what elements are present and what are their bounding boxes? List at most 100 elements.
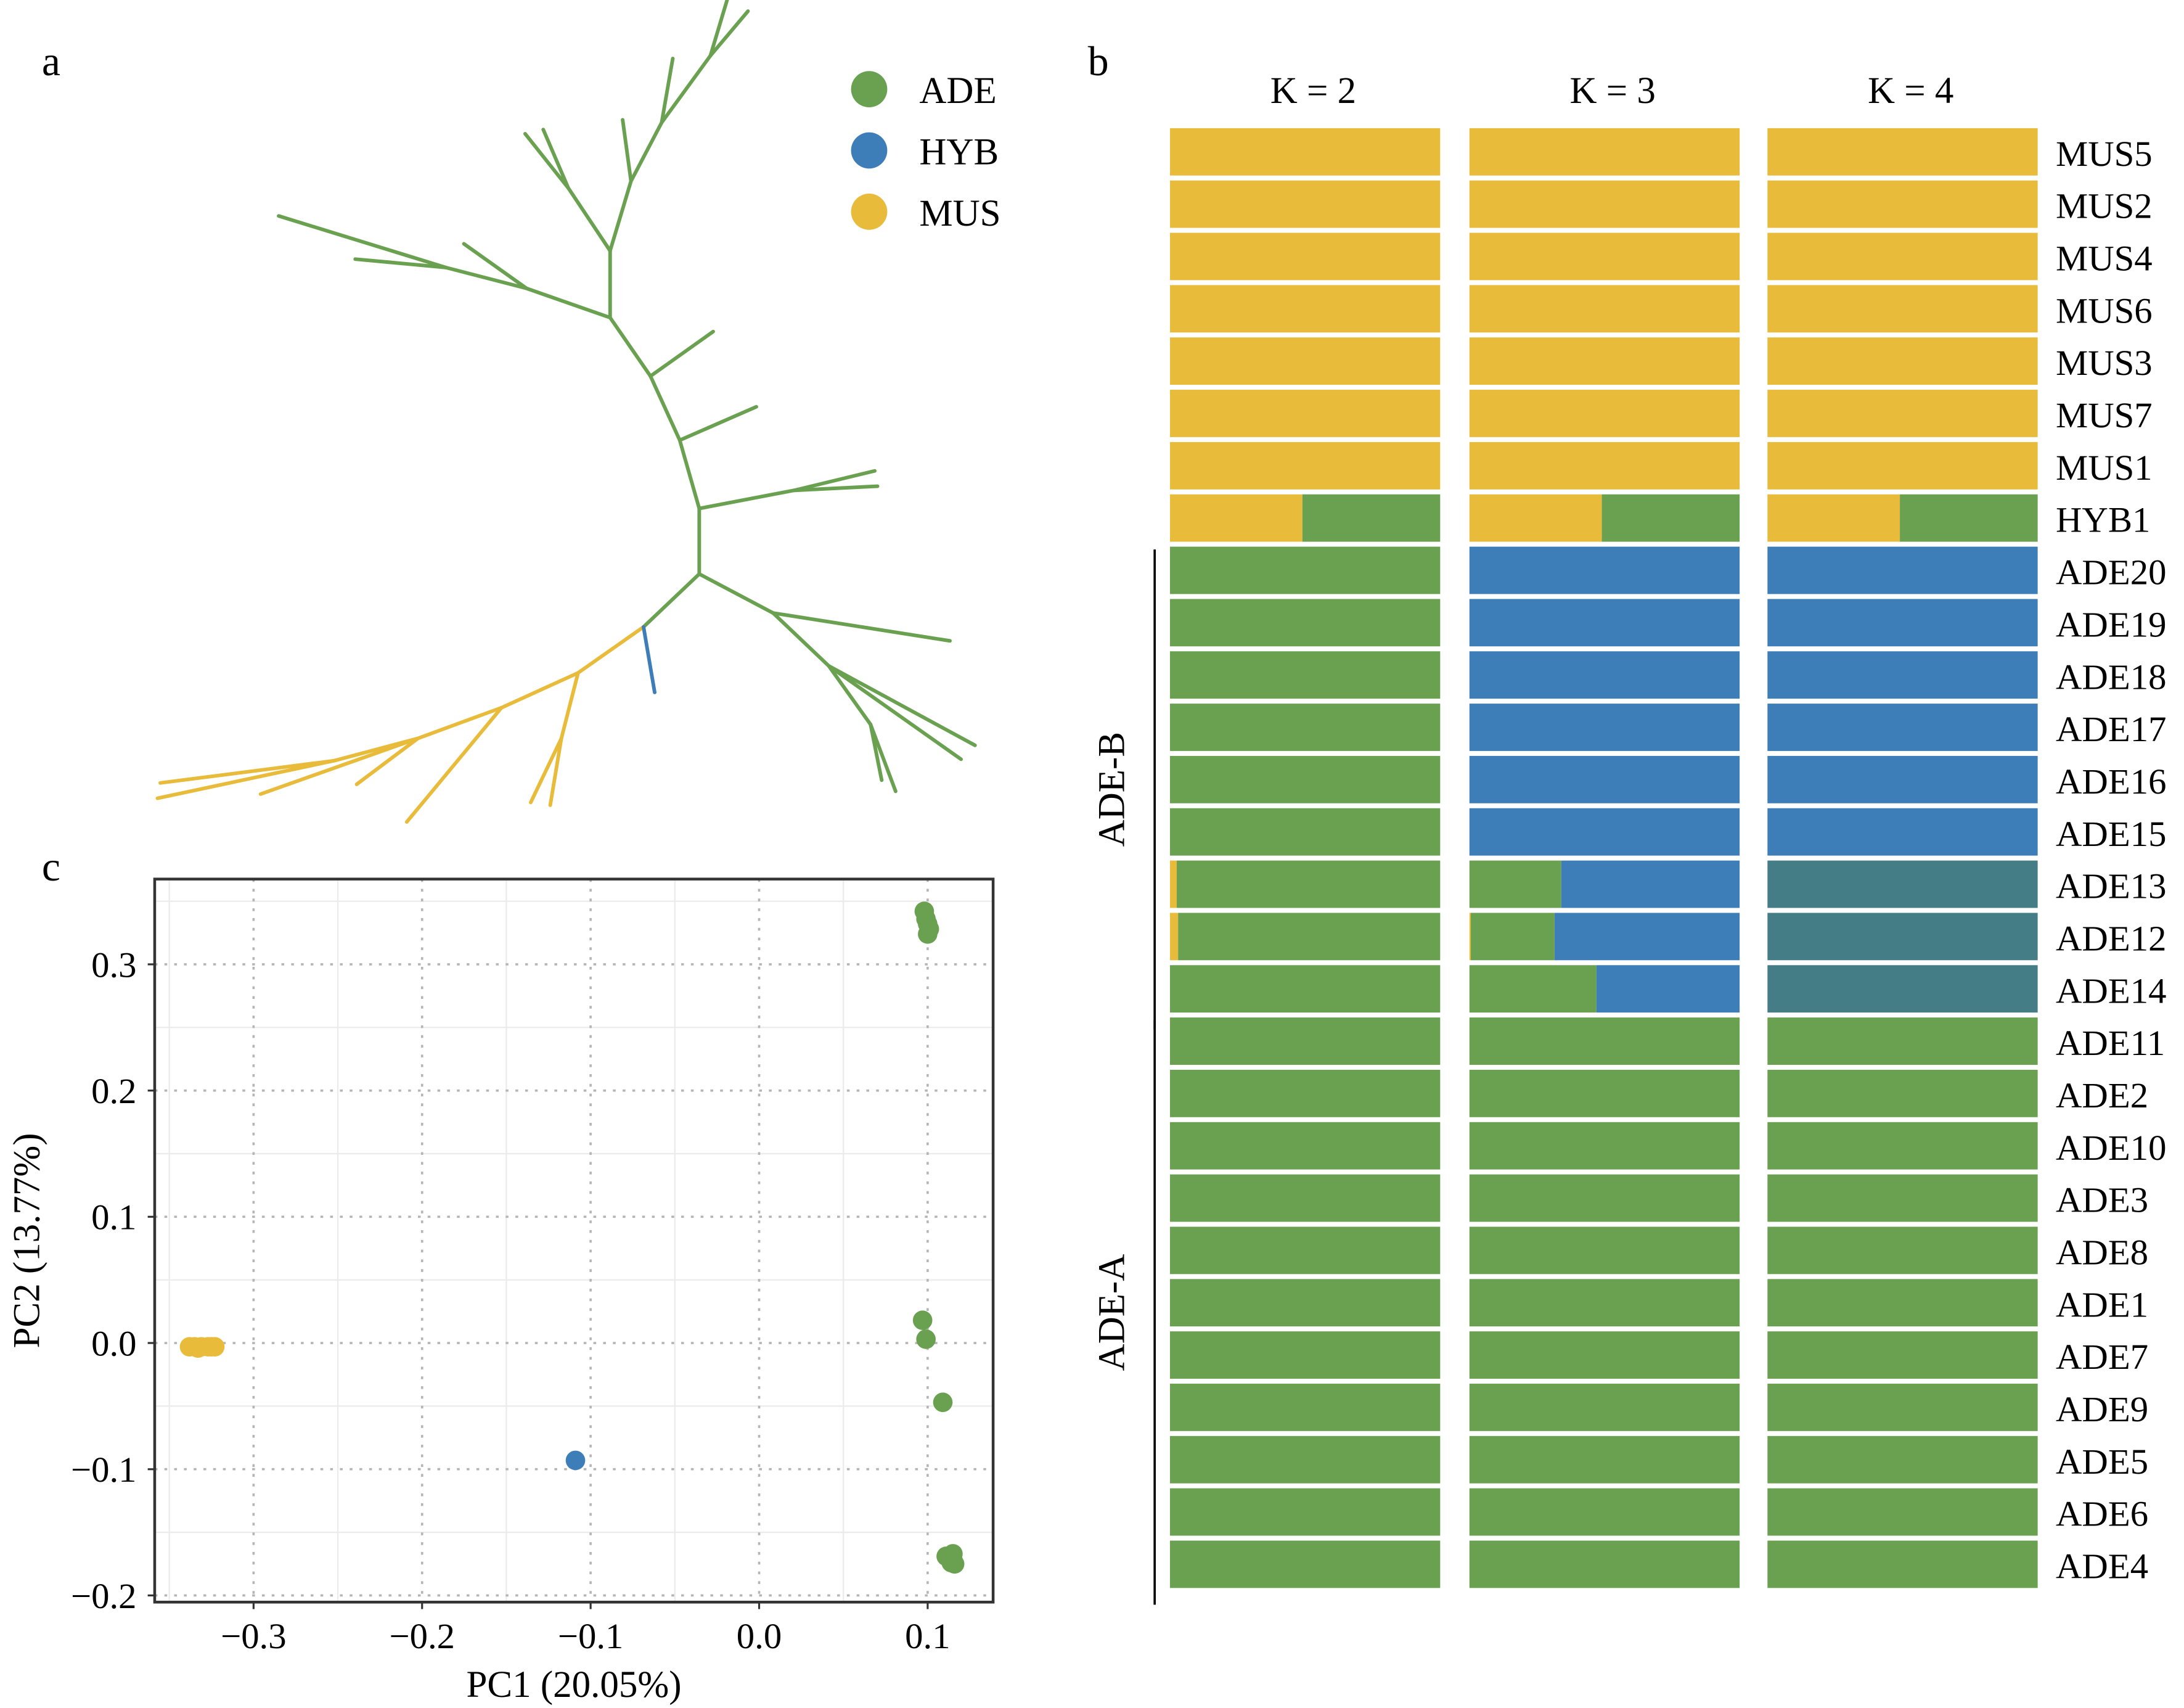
admixture-bar-segment — [1469, 337, 1740, 385]
tree-branch-ade — [523, 131, 570, 190]
admixture-bar-segment — [1767, 1435, 2038, 1484]
tree-branch-ade — [869, 722, 884, 782]
tree-branch-ade — [621, 118, 633, 183]
sample-label: MUS4 — [2056, 239, 2153, 279]
admixture-bar-segment — [1176, 860, 1441, 908]
tree-branch-ade — [708, 9, 750, 58]
admixture-bar-segment — [1767, 232, 2038, 281]
point-ade — [918, 924, 938, 944]
tree-branch-ade — [827, 664, 873, 726]
tree-branch-mus — [155, 758, 337, 800]
admixture-bar-segment — [1596, 965, 1740, 1013]
tree-branch-ade — [629, 120, 664, 183]
tree-branch-mus — [548, 736, 563, 807]
admixture-bar-segment — [1469, 913, 1471, 961]
sample-label: ADE3 — [2056, 1180, 2148, 1220]
panel-label-b: b — [1088, 38, 1109, 84]
admixture-bar-segment — [1170, 1226, 1441, 1275]
tree-branch-ade — [677, 438, 701, 511]
tree-branch-ade — [660, 56, 675, 125]
admixture-bar-segment — [1469, 285, 1740, 333]
sample-label: ADE2 — [2056, 1075, 2148, 1115]
sample-label: ADE1 — [2056, 1284, 2148, 1324]
point-ade — [933, 1392, 953, 1413]
admixture-bar-segment — [1469, 1017, 1740, 1065]
admixture-bar-segment — [1469, 1174, 1740, 1222]
admixture-bar-segment — [1469, 965, 1597, 1013]
admixture-bar-segment — [1170, 755, 1441, 803]
legend-label: MUS — [919, 193, 1000, 234]
pca-scatter-plot: −0.3 −0.2 −0.1 0.0 0.1 −0.2 −0.1 0.0 0.1 0.2 0.3 PC… — [6, 877, 995, 1706]
admixture-bar-segment — [1767, 1279, 2038, 1327]
tree-branch-mus — [529, 736, 563, 805]
sample-label: ADE17 — [2056, 709, 2166, 749]
tree-branch-ade — [648, 329, 715, 378]
admixture-bar-segment — [1170, 1174, 1441, 1222]
sample-label: ADE13 — [2056, 866, 2166, 906]
admixture-bar-segment — [1170, 651, 1441, 699]
admixture-bar-segment — [1767, 285, 2038, 333]
admixture-bar-segment — [1767, 441, 2038, 490]
tree-branch-ade — [277, 214, 448, 269]
plot-border — [153, 877, 995, 1604]
tree-branch-mus — [354, 736, 420, 786]
tree-branch-mus — [258, 736, 420, 796]
tree-branch-ade — [525, 286, 612, 320]
sample-label: MUS5 — [2056, 134, 2153, 174]
tree-branch-ade — [444, 265, 529, 290]
tree-branch-ade — [771, 611, 831, 668]
tree-branch-ade — [771, 611, 952, 643]
admixture-bar-segment — [1469, 1435, 1740, 1484]
sample-label: ADE19 — [2056, 604, 2166, 644]
admixture-bar-segment — [1469, 1331, 1740, 1379]
admixture-bar-segment — [1469, 755, 1740, 803]
admixture-bar-segment — [1767, 1488, 2038, 1536]
admixture-bar-segment — [1469, 232, 1740, 281]
admixture-bar-segment — [1170, 1488, 1441, 1536]
admixture-bar-segment — [1170, 808, 1441, 856]
admixture-bar-segment — [1170, 441, 1441, 490]
legend-label: ADE — [919, 70, 996, 112]
sample-label: ADE7 — [2056, 1337, 2148, 1377]
admixture-bar-segment — [1469, 180, 1740, 228]
sample-label: MUS1 — [2056, 448, 2153, 488]
sample-label: ADE18 — [2056, 657, 2166, 697]
sample-label: MUS3 — [2056, 343, 2153, 383]
admixture-bar-segment — [1469, 390, 1740, 437]
admixture-bar-segment — [1170, 1069, 1441, 1117]
legend-swatch-hyb — [851, 132, 888, 169]
group-label: ADE-B — [1091, 732, 1132, 847]
panel-label-c: c — [42, 844, 60, 890]
admixture-bar-segment — [1170, 599, 1441, 647]
admixture-bar-segment — [1170, 1435, 1441, 1484]
tree-branch-mus — [576, 625, 645, 675]
sample-label: ADE14 — [2056, 971, 2166, 1011]
sample-label: MUS7 — [2056, 395, 2153, 435]
k-label: K = 4 — [1868, 70, 1953, 112]
admixture-bar-segment — [1767, 494, 1900, 542]
tree-branch-ade — [608, 316, 653, 378]
admixture-bar-segment — [1170, 1017, 1441, 1065]
sample-label: ADE4 — [2056, 1546, 2148, 1587]
tree-branch-ade — [566, 186, 612, 253]
phylogenetic-tree — [155, 0, 977, 824]
admixture-bar-segment — [1170, 1540, 1441, 1588]
admixture-bar-segment — [1470, 913, 1555, 961]
admixture-bar-segment — [1170, 390, 1441, 437]
point-mus — [205, 1337, 225, 1357]
tree-branch-ade — [697, 572, 775, 615]
tree-branch-ade — [648, 374, 682, 442]
admixture-bar-segment — [1767, 965, 2038, 1013]
point-ade — [912, 1310, 933, 1331]
admixture-bar-segment — [1170, 913, 1179, 961]
point-hyb — [565, 1450, 586, 1471]
admixture-bar-segment — [1469, 1122, 1740, 1170]
plot-background — [154, 879, 994, 1603]
admixture-bar-segment — [1767, 1122, 2038, 1170]
sample-label: ADE8 — [2056, 1233, 2148, 1273]
admixture-bar-segment — [1767, 337, 2038, 385]
admixture-bar-segment — [1767, 1384, 2038, 1431]
x-tick-label: 0.1 — [905, 1616, 950, 1656]
admixture-bar-segment — [1469, 808, 1740, 856]
admixture-bar-segment — [1469, 860, 1561, 908]
